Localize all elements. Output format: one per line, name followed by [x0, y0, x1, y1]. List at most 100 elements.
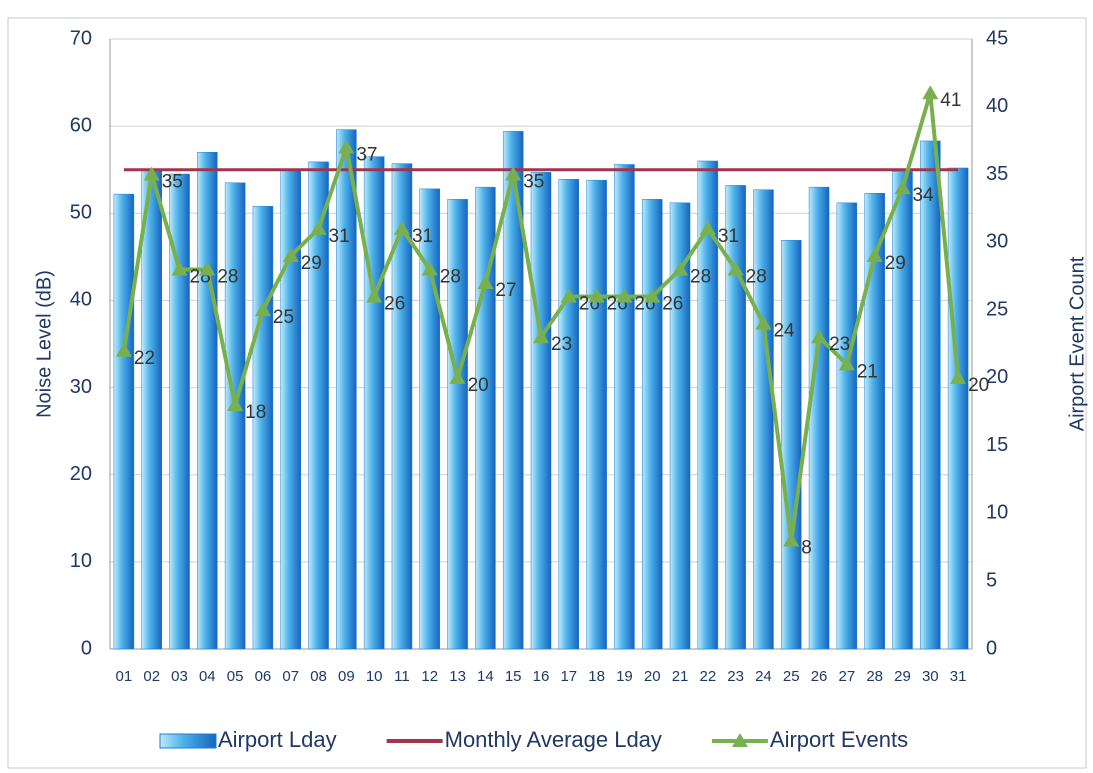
data-label: 34 [912, 185, 934, 206]
y2-axis-label: Airport Event Count [1066, 256, 1088, 431]
y2-tick-label: 15 [986, 434, 1008, 456]
y2-tick-label: 25 [986, 298, 1008, 320]
marker [588, 288, 605, 303]
bar [614, 164, 635, 650]
bar [753, 189, 774, 650]
x-tick-label: 20 [644, 668, 661, 685]
marker [783, 532, 800, 547]
x-tick-label: 17 [560, 668, 577, 685]
bar [197, 152, 218, 650]
marker [477, 275, 494, 289]
x-tick-label: 12 [421, 668, 438, 685]
data-label: 25 [273, 307, 294, 328]
bar [697, 160, 719, 650]
marker [505, 166, 522, 181]
bar [808, 186, 830, 650]
y-axis-label: Noise Level (dB) [33, 270, 55, 418]
marker [672, 261, 689, 276]
chart-border [7, 17, 1087, 769]
bar [336, 129, 357, 650]
data-label: 27 [495, 280, 516, 301]
marker [449, 369, 466, 384]
x-tick-label: 29 [894, 668, 911, 685]
data-label: 28 [690, 266, 711, 287]
x-tick-label: 24 [755, 668, 772, 685]
x-tick-label: 27 [839, 668, 856, 685]
x-tick-label: 18 [588, 668, 605, 685]
x-tick-label: 19 [616, 668, 633, 685]
x-tick-label: 26 [811, 668, 828, 685]
bar [641, 199, 663, 650]
bar [502, 131, 524, 650]
y-tick-label: 0 [81, 637, 92, 659]
marker [393, 220, 410, 235]
marker [421, 261, 438, 276]
marker [838, 356, 855, 371]
y2-tick-label: 0 [986, 637, 997, 659]
marker [811, 329, 828, 344]
x-tick-label: 15 [505, 668, 522, 685]
y2-tick-label: 30 [986, 231, 1008, 253]
y-tick-label: 60 [70, 114, 92, 136]
y-tick-label: 50 [70, 202, 92, 224]
data-label: 18 [245, 402, 266, 423]
marker [254, 302, 271, 317]
marker [560, 288, 577, 303]
data-label: 28 [440, 266, 461, 287]
data-label: 24 [773, 321, 795, 342]
y2-tick-label: 20 [986, 366, 1008, 388]
bar [725, 185, 746, 650]
bar [780, 240, 802, 650]
data-label: 26 [662, 294, 683, 315]
x-tick-label: 31 [950, 668, 967, 685]
x-tick-label: 11 [394, 668, 410, 685]
y-tick-label: 30 [70, 376, 92, 398]
bar [363, 156, 385, 650]
y2-tick-label: 10 [986, 502, 1008, 524]
bar [141, 169, 162, 650]
bar [530, 172, 552, 650]
bar [864, 192, 885, 650]
legend-swatch [159, 733, 217, 749]
data-label: 29 [885, 253, 906, 274]
x-tick-label: 07 [282, 668, 299, 685]
bar [558, 179, 580, 650]
x-tick-label: 23 [727, 668, 744, 685]
x-tick-label: 09 [338, 668, 355, 685]
data-label: 21 [857, 361, 878, 382]
bar [669, 202, 691, 650]
data-label: 31 [718, 226, 739, 247]
marker [310, 220, 327, 235]
bar [892, 171, 913, 650]
x-tick-label: 14 [477, 668, 494, 685]
data-label: 20 [468, 375, 489, 396]
marker [171, 261, 188, 276]
bar [419, 188, 441, 650]
legend-label: Monthly Average Lday [445, 727, 662, 752]
data-label: 35 [162, 172, 183, 193]
bar [447, 199, 468, 650]
x-tick-label: 08 [310, 668, 327, 685]
legend-marker [731, 733, 748, 747]
data-label: 22 [134, 348, 155, 369]
marker [922, 85, 939, 100]
marker [282, 247, 299, 262]
y2-tick-label: 40 [986, 95, 1008, 117]
x-tick-label: 06 [255, 668, 272, 685]
x-tick-label: 02 [143, 668, 160, 685]
data-label: 26 [384, 294, 405, 315]
bar [252, 206, 274, 650]
marker [199, 261, 216, 276]
marker [143, 166, 160, 181]
marker [755, 315, 772, 330]
x-tick-label: 13 [449, 668, 466, 685]
data-label: 20 [968, 375, 989, 396]
legend-label: Airport Events [770, 727, 908, 752]
x-tick-label: 22 [699, 668, 716, 685]
data-label: 23 [551, 334, 572, 355]
y2-tick-label: 35 [986, 163, 1008, 185]
y2-tick-label: 5 [986, 570, 997, 592]
bar [169, 173, 190, 650]
data-label: 31 [329, 226, 350, 247]
